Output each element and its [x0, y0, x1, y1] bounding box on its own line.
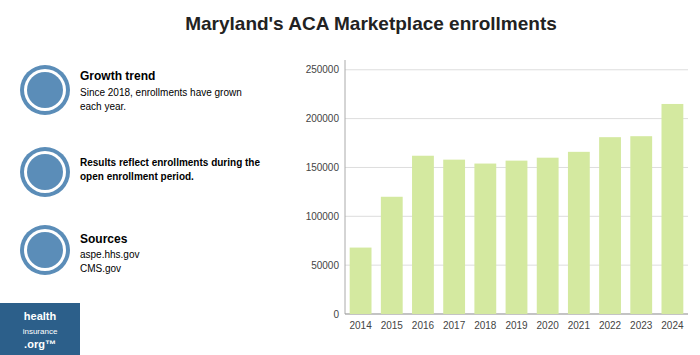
icon-ring: [24, 69, 66, 111]
logo-text: .org™: [24, 338, 56, 350]
bar: [412, 156, 434, 314]
icon-ring: [24, 229, 66, 271]
x-tick-label: 2017: [443, 320, 466, 331]
logo-text: insurance: [23, 327, 58, 336]
x-tick-label: 2020: [537, 320, 560, 331]
icon: [20, 147, 70, 197]
annotation-body-line: Results reflect enrollments during the: [80, 157, 260, 168]
icon-inner: [27, 232, 63, 268]
bar: [537, 158, 559, 314]
bar: [630, 136, 652, 314]
bar: [599, 137, 621, 314]
icon-inner: [27, 72, 63, 108]
grid-line: [345, 118, 688, 119]
bar: [474, 164, 496, 314]
icon: [20, 65, 70, 115]
bar: [506, 161, 528, 314]
annotation-title: Sources: [80, 232, 128, 246]
bar: [381, 197, 403, 314]
x-tick-label: 2014: [349, 320, 372, 331]
background: [0, 0, 700, 355]
y-tick-label: 0: [333, 309, 339, 320]
annotation-body-line: CMS.gov: [80, 263, 121, 274]
bars: [350, 104, 684, 314]
icon-ring: [24, 151, 66, 193]
logo: [0, 303, 80, 355]
bar: [350, 248, 372, 314]
x-tick-label: 2022: [599, 320, 622, 331]
title: Maryland's ACA Marketplace enrollments: [185, 13, 557, 34]
bar: [443, 160, 465, 314]
annotation-title-line: Growth trend: [80, 69, 155, 83]
grid: [345, 70, 688, 314]
x-tick-label: 2015: [381, 320, 404, 331]
icon-inner: [27, 154, 63, 190]
annotation-title-line: Sources: [80, 232, 128, 246]
annotation-body-line: aspe.hhs.gov: [80, 249, 140, 260]
y-tick-label: 100000: [306, 211, 340, 222]
annotation-title: Growth trend: [80, 69, 155, 83]
y-axis-line: [345, 60, 346, 314]
x-tick-label: 2018: [474, 320, 497, 331]
x-tick-label: 2024: [661, 320, 684, 331]
x-tick-label: 2021: [568, 320, 591, 331]
x-tick-label: 2023: [630, 320, 653, 331]
x-tick-label: 2016: [412, 320, 435, 331]
annotation-body: aspe.hhs.gov CMS.gov: [80, 249, 140, 274]
y-tick-label: 50000: [311, 260, 339, 271]
logo-text: health: [24, 310, 57, 322]
annotation-body-line: each year.: [80, 101, 126, 112]
bar: [568, 152, 590, 314]
x-tick-label: 2019: [505, 320, 528, 331]
y-tick-label: 250000: [306, 64, 340, 75]
grid-line: [345, 69, 688, 70]
annotation-body: Since 2018, enrollments have grown each y…: [80, 87, 242, 112]
annotation-body-line: Since 2018, enrollments have grown: [80, 87, 242, 98]
annotation-body-line: open enrollment period.: [80, 171, 194, 182]
bar: [661, 104, 683, 314]
y-tick-label: 200000: [306, 113, 340, 124]
icon: [20, 225, 70, 275]
annotation-body: Results reflect enrollments during the op…: [80, 157, 260, 182]
chart-root: Maryland's ACA Marketplace enrollments 0 5…: [0, 0, 700, 355]
y-tick-label: 150000: [306, 162, 340, 173]
